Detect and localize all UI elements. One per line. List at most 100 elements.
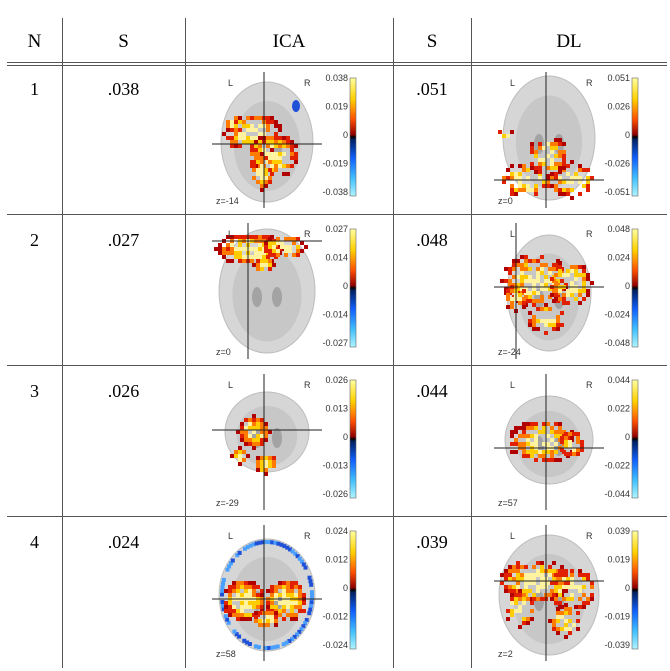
colorbar-tick: 0.026 bbox=[325, 375, 348, 385]
colorbar bbox=[349, 379, 357, 499]
colorbar-tick: -0.039 bbox=[604, 640, 630, 650]
colorbar-tick: 0.048 bbox=[607, 224, 630, 234]
colorbar bbox=[349, 77, 357, 197]
row-4-n: 4 bbox=[30, 532, 39, 552]
dl-brain-figure: L Rz=57 0.044 0.022 0 -0.022 -0.044 bbox=[494, 374, 639, 510]
colorbar-tick: -0.012 bbox=[322, 612, 348, 622]
colorbar bbox=[631, 379, 639, 499]
row-2-s-ica: .027 bbox=[107, 230, 140, 250]
left-label: L bbox=[228, 380, 233, 390]
row-1-s-dl: .051 bbox=[416, 79, 448, 99]
right-label: R bbox=[586, 380, 593, 390]
ica-brain-figure: L Rz=-29 0.026 0.013 0 -0.013 -0.026 bbox=[212, 374, 357, 510]
colorbar-tick: 0 bbox=[343, 583, 348, 593]
colorbar-tick: 0 bbox=[625, 432, 630, 442]
row-1-s-ica: .038 bbox=[107, 79, 140, 99]
row-4-s-dl: .039 bbox=[416, 532, 448, 552]
colorbar-tick: 0.038 bbox=[325, 73, 348, 83]
colorbar bbox=[349, 228, 357, 348]
right-label: R bbox=[304, 229, 311, 239]
header-dl: DL bbox=[556, 31, 582, 52]
colorbar bbox=[631, 77, 639, 197]
colorbar-tick: -0.013 bbox=[322, 461, 348, 471]
ica-brain-figure: L Rz=-14 0.038 0.019 0 -0.019 -0.038 bbox=[212, 72, 357, 208]
row-divider bbox=[7, 516, 667, 517]
right-label: R bbox=[304, 531, 311, 541]
slice-z-label: z=57 bbox=[498, 498, 518, 508]
colorbar-tick: -0.048 bbox=[604, 338, 630, 348]
colorbar-tick: 0.019 bbox=[607, 555, 630, 565]
colorbar-tick: -0.019 bbox=[604, 612, 630, 622]
column-divider bbox=[471, 18, 472, 668]
slice-z-label: z=0 bbox=[498, 196, 513, 206]
dl-brain-figure: L Rz=0 0.051 0.026 0 -0.026 -0.051 bbox=[494, 72, 639, 208]
header-rule-double bbox=[7, 65, 667, 66]
right-label: R bbox=[586, 531, 593, 541]
colorbar-tick: 0.022 bbox=[607, 404, 630, 414]
row-3-n: 3 bbox=[30, 381, 39, 401]
colorbar-tick: 0.013 bbox=[325, 404, 348, 414]
colorbar-tick: 0.019 bbox=[325, 102, 348, 112]
left-label: L bbox=[510, 531, 515, 541]
colorbar-tick: 0 bbox=[625, 130, 630, 140]
colorbar-tick: -0.038 bbox=[322, 187, 348, 197]
colorbar-tick: 0.024 bbox=[607, 253, 630, 263]
colorbar-tick: -0.019 bbox=[322, 159, 348, 169]
colorbar-tick: -0.026 bbox=[604, 159, 630, 169]
slice-z-label: z=0 bbox=[216, 347, 231, 357]
colorbar-tick: 0 bbox=[625, 281, 630, 291]
row-divider bbox=[7, 214, 667, 215]
left-label: L bbox=[510, 380, 515, 390]
left-label: L bbox=[510, 78, 515, 88]
colorbar-tick: 0.027 bbox=[325, 224, 348, 234]
right-label: R bbox=[586, 78, 593, 88]
left-label: L bbox=[228, 78, 233, 88]
slice-z-label: z=58 bbox=[216, 649, 236, 659]
header-s-ica: S bbox=[118, 31, 129, 52]
row-1-n: 1 bbox=[30, 79, 39, 99]
column-divider bbox=[62, 18, 63, 668]
colorbar-tick: -0.026 bbox=[322, 489, 348, 499]
dl-brain-figure: L Rz=2 0.039 0.019 0 -0.019 -0.039 bbox=[494, 525, 639, 661]
colorbar-tick: -0.024 bbox=[322, 640, 348, 650]
header-ica: ICA bbox=[272, 31, 306, 52]
colorbar-tick: -0.027 bbox=[322, 338, 348, 348]
header-n: N bbox=[27, 31, 42, 52]
slice-z-label: z=2 bbox=[498, 649, 513, 659]
slice-z-label: z=-29 bbox=[216, 498, 239, 508]
colorbar-tick: -0.044 bbox=[604, 489, 630, 499]
left-label: L bbox=[228, 531, 233, 541]
slice-z-label: z=-24 bbox=[498, 347, 521, 357]
slice-z-label: z=-14 bbox=[216, 196, 239, 206]
colorbar-tick: 0.044 bbox=[607, 375, 630, 385]
left-label: L bbox=[228, 229, 233, 239]
colorbar-tick: 0.026 bbox=[607, 102, 630, 112]
ica-brain-figure: L Rz=58 0.024 0.012 0 -0.012 -0.024 bbox=[212, 525, 357, 661]
column-divider bbox=[393, 18, 394, 668]
colorbar-tick: 0.012 bbox=[325, 555, 348, 565]
right-label: R bbox=[304, 78, 311, 88]
left-label: L bbox=[510, 229, 515, 239]
colorbar bbox=[349, 530, 357, 650]
dl-brain-figure: L Rz=-24 0.048 0.024 0 -0.024 -0.048 bbox=[494, 223, 639, 359]
colorbar-tick: 0 bbox=[343, 130, 348, 140]
colorbar-tick: -0.024 bbox=[604, 310, 630, 320]
colorbar bbox=[631, 228, 639, 348]
colorbar-tick: 0.014 bbox=[325, 253, 348, 263]
colorbar-tick: 0.039 bbox=[607, 526, 630, 536]
right-label: R bbox=[586, 229, 593, 239]
colorbar-tick: 0 bbox=[343, 281, 348, 291]
colorbar-tick: 0.024 bbox=[325, 526, 348, 536]
header-rule bbox=[7, 62, 667, 63]
column-divider bbox=[185, 18, 186, 668]
row-2-s-dl: .048 bbox=[416, 230, 448, 250]
row-3-s-ica: .026 bbox=[107, 381, 140, 401]
